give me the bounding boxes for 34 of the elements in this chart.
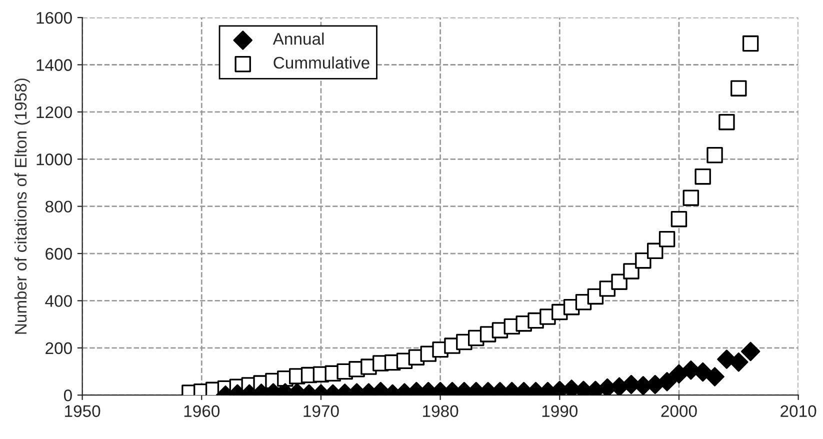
y-tick-label: 1000 [36,154,72,166]
x-tick-label: 2010 [780,405,816,418]
y-tick-label: 0 [64,390,72,402]
y-tick-label: 1600 [36,12,72,24]
point [623,263,640,280]
y-axis-title: Number of citations of Elton (1958) [14,78,30,334]
y-tick-label: 800 [45,200,72,213]
point [611,274,628,290]
point [682,190,700,206]
x-tick-label: 1970 [304,405,339,418]
y-tick-label: 600 [46,248,72,260]
point [635,252,652,269]
point [694,168,711,185]
legend-label: Annual [272,32,324,45]
point [740,342,760,362]
x-tick-label: 1950 [65,405,100,418]
x-tick-label: 1960 [184,405,220,418]
x-tick-label: 1980 [423,405,458,418]
point [706,147,723,164]
x-tick-label: 2000 [661,405,697,418]
point [730,80,747,96]
x-tick-label: 1990 [542,405,578,418]
point [718,114,735,130]
legend-label: Cummulative [274,56,370,69]
point [729,352,748,372]
point [670,210,688,228]
point [742,35,759,52]
y-tick-label: 1200 [36,106,72,118]
point [658,231,676,248]
y-tick-label: 200 [46,342,72,354]
y-tick-label: 400 [45,295,72,307]
point [705,367,724,386]
point [646,242,664,260]
y-tick-label: 1400 [36,59,72,71]
